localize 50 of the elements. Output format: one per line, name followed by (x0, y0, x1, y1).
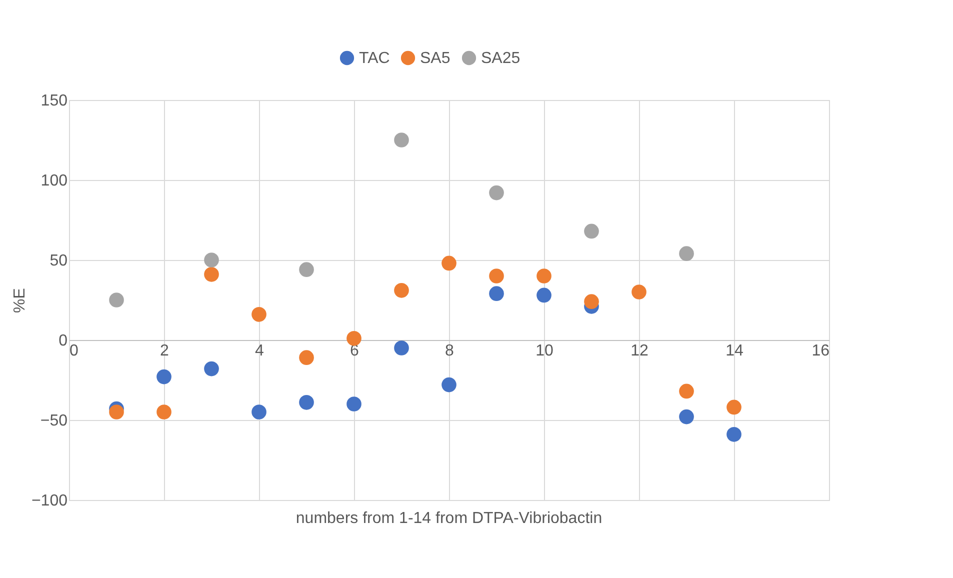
x-tick-label: 14 (726, 342, 744, 360)
point (726, 427, 742, 442)
point (442, 377, 456, 392)
point (299, 350, 314, 365)
point (394, 132, 409, 148)
y-tick-label: 100 (40, 172, 68, 190)
y-tick-label: −50 (40, 412, 68, 430)
point (584, 294, 599, 309)
y-tick-label: 50 (50, 252, 68, 270)
point (584, 224, 599, 239)
point (442, 256, 456, 271)
y-tick-label: 150 (40, 92, 68, 110)
point (489, 286, 504, 301)
point (679, 409, 694, 424)
point (299, 395, 314, 410)
point (109, 404, 124, 420)
x-tick-label: 0 (70, 342, 78, 360)
point (346, 396, 362, 412)
point (252, 404, 266, 420)
point (156, 369, 172, 384)
point (156, 404, 172, 420)
x-axis-title: numbers from 1-14 from DTPA-Vibriobactin (296, 510, 602, 527)
x-tick-label: 2 (160, 342, 170, 360)
legend-label: SA25 (481, 50, 520, 67)
x-tick-label: 4 (255, 342, 264, 360)
x-tick-label: 16 (812, 342, 830, 360)
point (536, 288, 552, 303)
point (204, 267, 219, 282)
point (489, 185, 504, 200)
x-tick-label: 12 (630, 342, 648, 360)
point (632, 284, 646, 300)
y-tick-label: −100 (31, 492, 68, 510)
point (489, 268, 504, 284)
point (536, 268, 552, 284)
point (299, 262, 314, 277)
point (679, 384, 694, 399)
point (394, 340, 409, 356)
point (679, 246, 694, 261)
x-tick-label: 10 (536, 342, 554, 360)
legend-label: SA5 (420, 50, 450, 67)
y-axis-title: %E (11, 288, 28, 313)
point (726, 400, 742, 415)
point (109, 292, 124, 308)
point (204, 252, 219, 268)
point (346, 331, 362, 346)
x-tick-label: 8 (445, 342, 454, 360)
point (204, 361, 219, 376)
legend-label: TAC (359, 50, 390, 67)
point (252, 307, 266, 322)
point (394, 283, 409, 298)
